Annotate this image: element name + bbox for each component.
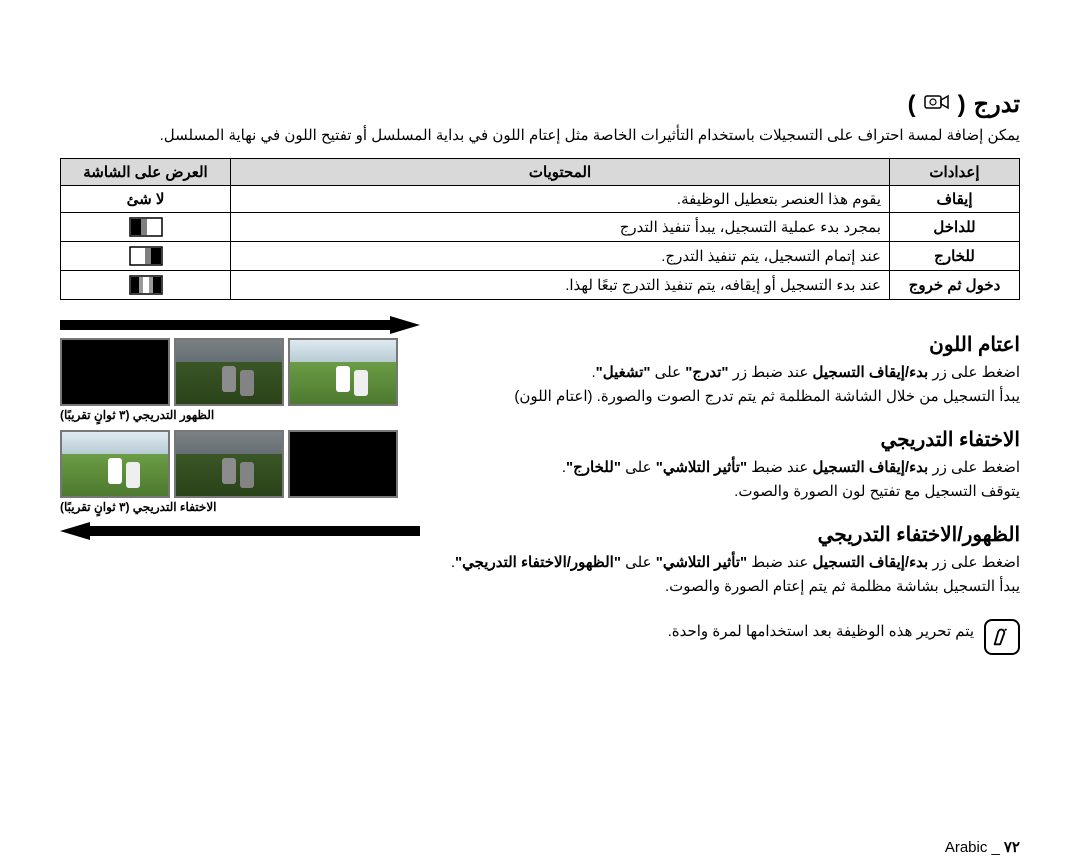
- table-row: دخول ثم خروج عند بدء التسجيل أو إيقافه، …: [61, 270, 1020, 299]
- th-display: العرض على الشاشة: [61, 158, 231, 185]
- thumb-dim: [174, 338, 284, 406]
- fade-in-strip: [60, 338, 430, 406]
- page-title: تدرج ( ): [60, 90, 1020, 119]
- cell-content: بمجرد بدء عملية التسجيل، يبدأ تنفيذ التد…: [231, 212, 890, 241]
- section-line: اضغط على زر بدء/إيقاف التسجيل عند ضبط "ت…: [450, 551, 1020, 575]
- section-line: اضغط على زر بدء/إيقاف التسجيل عند ضبط "ت…: [450, 456, 1020, 480]
- caption-fadein: الظهور التدريجي (٣ ثوانٍ تقريبًا): [60, 408, 430, 422]
- settings-table: إعدادات المحتويات العرض على الشاشة إيقاف…: [60, 158, 1020, 300]
- cell-setting: إيقاف: [890, 185, 1020, 212]
- caption-fadeout: الاختفاء التدريجي (٣ ثوانٍ تقريبًا): [60, 500, 430, 514]
- fade-out-icon: [61, 241, 231, 270]
- table-row: للخارج عند إتمام التسجيل، يتم تنفيذ التد…: [61, 241, 1020, 270]
- footer-lang: Arabic: [945, 839, 988, 856]
- section-heading-fadeout: الاختفاء التدريجي: [450, 427, 1020, 452]
- note-text: يتم تحرير هذه الوظيفة بعد استخدامها لمرة…: [668, 619, 974, 645]
- section-line: يبدأ التسجيل من خلال الشاشة المظلمة ثم ي…: [450, 385, 1020, 409]
- intro-text: يمكن إضافة لمسة احتراف على التسجيلات باس…: [60, 125, 1020, 148]
- title-paren-open: (: [958, 91, 966, 119]
- section-line: اضغط على زر بدء/إيقاف التسجيل عند ضبط زر…: [450, 361, 1020, 385]
- note-icon: [984, 619, 1020, 655]
- table-row: للداخل بمجرد بدء عملية التسجيل، يبدأ تنف…: [61, 212, 1020, 241]
- thumb-clear: [60, 430, 170, 498]
- section-heading-fadein: اعتام اللون: [450, 332, 1020, 357]
- cell-setting: للخارج: [890, 241, 1020, 270]
- section-heading-fadeinout: الظهور/الاختفاء التدريجي: [450, 522, 1020, 547]
- footer-page: ٧٢: [1004, 839, 1020, 856]
- cell-display: لا شئ: [61, 185, 231, 212]
- cell-content: عند بدء التسجيل أو إيقافه، يتم تنفيذ الت…: [231, 270, 890, 299]
- section-line: يبدأ التسجيل بشاشة مظلمة ثم يتم إعتام ال…: [450, 575, 1020, 599]
- cell-setting: للداخل: [890, 212, 1020, 241]
- fade-out-strip: [60, 430, 430, 498]
- title-paren-close: ): [908, 91, 916, 119]
- th-settings: إعدادات: [890, 158, 1020, 185]
- fade-inout-icon: [61, 270, 231, 299]
- section-line: يتوقف التسجيل مع تفتيح لون الصورة والصوت…: [450, 480, 1020, 504]
- cell-content: عند إتمام التسجيل، يتم تنفيذ التدرج.: [231, 241, 890, 270]
- fade-figure: الظهور التدريجي (٣ ثوانٍ تقريبًا) الاختف…: [60, 314, 430, 599]
- footer-underscore: _: [992, 839, 1000, 856]
- camera-icon: [924, 93, 950, 117]
- cell-content: يقوم هذا العنصر بتعطيل الوظيفة.: [231, 185, 890, 212]
- thumb-clear: [288, 338, 398, 406]
- page-footer: Arabic _٧٢: [945, 838, 1020, 856]
- title-text: تدرج: [974, 90, 1020, 119]
- thumb-black: [60, 338, 170, 406]
- cell-setting: دخول ثم خروج: [890, 270, 1020, 299]
- th-contents: المحتويات: [231, 158, 890, 185]
- fade-in-icon: [61, 212, 231, 241]
- table-row: إيقاف يقوم هذا العنصر بتعطيل الوظيفة. لا…: [61, 185, 1020, 212]
- thumb-dim: [174, 430, 284, 498]
- thumb-black: [288, 430, 398, 498]
